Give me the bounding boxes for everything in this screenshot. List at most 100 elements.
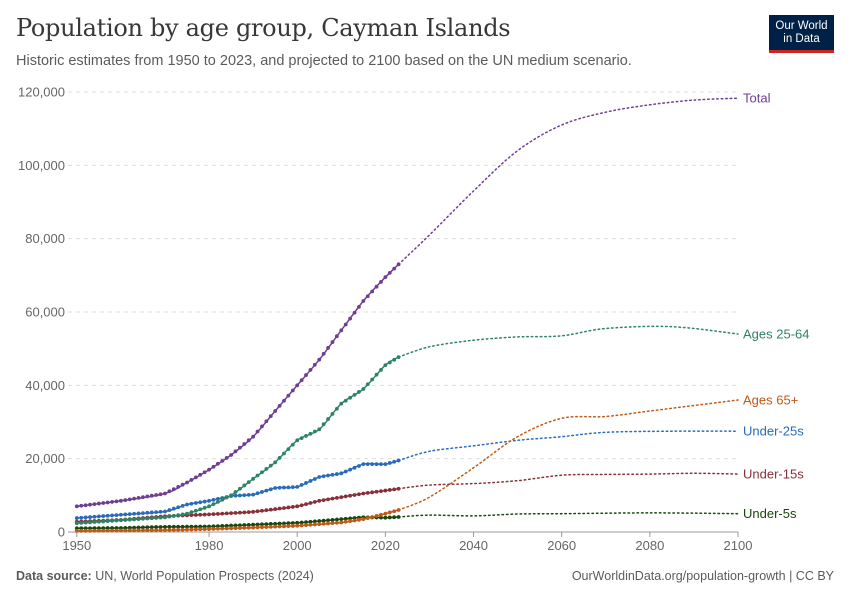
data-point — [295, 520, 300, 525]
data-point — [229, 453, 233, 457]
data-point — [277, 456, 282, 460]
data-point — [246, 438, 251, 443]
data-point — [370, 462, 375, 467]
series-line-projected — [397, 512, 739, 518]
data-point — [264, 488, 269, 493]
data-point — [114, 513, 119, 517]
data-point — [114, 499, 119, 504]
data-point — [352, 392, 357, 397]
data-point — [370, 377, 375, 382]
data-point — [264, 508, 269, 513]
data-point — [348, 493, 353, 498]
data-point — [290, 485, 295, 490]
data-point — [185, 502, 189, 507]
data-point — [260, 525, 264, 530]
data-point — [317, 475, 322, 479]
data-point — [379, 280, 383, 284]
data-point — [110, 513, 114, 518]
data-point — [282, 506, 286, 510]
data-point — [330, 521, 335, 526]
series-line-projected — [397, 399, 739, 511]
data-point — [326, 518, 330, 523]
data-point — [251, 476, 256, 481]
data-point — [224, 526, 229, 531]
data-point — [171, 506, 176, 511]
data-point — [343, 469, 348, 474]
data-point — [198, 512, 203, 517]
data-point — [286, 485, 291, 490]
data-point — [260, 508, 264, 513]
data-point — [88, 502, 92, 507]
data-point — [330, 412, 335, 416]
data-point — [132, 525, 137, 530]
series-label-under-25s: Under-25s — [743, 424, 804, 439]
data-point — [255, 509, 260, 514]
series-lines — [74, 97, 739, 533]
data-point — [370, 490, 375, 495]
source-text[interactable]: UN, World Population Prospects (2024) — [95, 569, 314, 583]
data-point — [273, 486, 278, 490]
x-tick-label: 2000 — [283, 538, 312, 553]
data-point — [321, 498, 326, 502]
data-point — [379, 489, 383, 494]
data-point — [207, 498, 211, 503]
data-point — [286, 524, 291, 529]
data-point — [295, 523, 300, 528]
data-point — [387, 488, 392, 492]
data-point — [383, 462, 388, 467]
data-point — [224, 511, 229, 516]
data-point — [295, 438, 300, 443]
y-axis-ticks: 0 20,000 40,000 60,000 80,000 100,000 120,000 — [18, 85, 65, 540]
data-point — [383, 488, 388, 493]
data-point — [118, 498, 123, 503]
data-point — [379, 515, 383, 520]
data-point — [321, 474, 326, 479]
data-point — [299, 483, 304, 487]
data-point — [357, 464, 361, 468]
data-point — [321, 351, 326, 356]
data-point — [96, 519, 101, 524]
data-point — [127, 512, 132, 517]
data-point — [105, 500, 110, 505]
data-point — [154, 493, 159, 497]
data-point — [365, 294, 370, 299]
data-point — [290, 521, 295, 525]
data-point — [352, 465, 357, 470]
data-point — [304, 434, 308, 438]
data-point — [167, 489, 172, 494]
data-point — [79, 503, 84, 508]
data-point — [238, 445, 242, 450]
y-tick-label: 0 — [58, 525, 65, 540]
series-label-total: Total — [743, 91, 771, 106]
data-point — [180, 503, 185, 508]
data-point — [361, 491, 366, 496]
data-point — [176, 524, 181, 529]
data-point — [233, 526, 238, 531]
data-point — [286, 505, 291, 510]
data-point — [180, 527, 185, 532]
data-point — [374, 372, 379, 377]
data-point — [273, 507, 278, 511]
owid-logo[interactable]: Our World in Data — [769, 15, 834, 53]
data-point — [334, 517, 339, 522]
data-point — [114, 528, 119, 533]
data-point — [343, 519, 348, 524]
data-point — [193, 508, 198, 513]
data-point — [392, 515, 397, 520]
data-point — [273, 460, 278, 465]
data-point — [339, 517, 344, 522]
data-point — [92, 502, 97, 507]
data-point — [246, 480, 251, 485]
data-point — [357, 390, 361, 394]
footer-link[interactable]: OurWorldinData.org/population-growth | C… — [571, 569, 834, 583]
data-point — [348, 519, 353, 524]
data-point — [282, 451, 286, 456]
data-point — [145, 516, 150, 521]
data-point — [92, 514, 97, 519]
data-point — [277, 521, 282, 526]
data-point — [198, 524, 203, 529]
data-point — [176, 513, 181, 518]
data-point — [308, 431, 313, 436]
data-point — [352, 310, 357, 315]
data-point — [312, 500, 317, 504]
